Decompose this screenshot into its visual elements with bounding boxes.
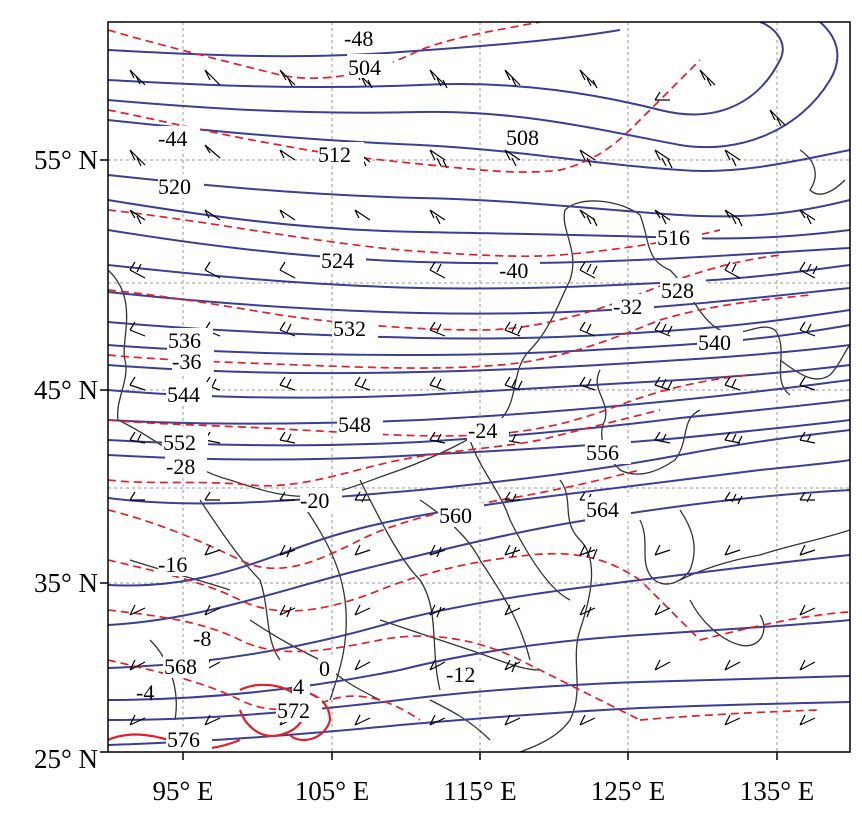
barb-row-6	[129, 376, 816, 391]
lat-label-45n: 45° N	[34, 375, 98, 405]
height-label-516: 516	[657, 225, 690, 250]
temp-label-minus32: -32	[613, 294, 642, 319]
lat-label-25n: 25° N	[34, 744, 98, 774]
temp-label-minus44: -44	[158, 126, 187, 151]
plot-frame	[107, 21, 851, 753]
temp-label-0: 0	[319, 656, 330, 681]
temp-label-minus8: -8	[193, 626, 211, 651]
height-label-560: 560	[439, 503, 472, 528]
height-label-532: 532	[333, 316, 366, 341]
height-labels: 504 508 512 516 520 524 528 532 536 540 …	[158, 54, 743, 752]
barb-row-1	[129, 69, 786, 127]
height-label-548: 548	[338, 412, 371, 437]
height-label-528: 528	[661, 278, 694, 303]
height-label-508: 508	[506, 125, 539, 150]
axis-ticks	[100, 159, 778, 760]
barb-row-5	[129, 321, 816, 337]
height-label-524: 524	[321, 248, 354, 273]
barb-row-4	[129, 261, 818, 279]
temp-label-minus20: -20	[300, 488, 329, 513]
height-label-512: 512	[318, 142, 351, 167]
temp-label-minus24: -24	[468, 418, 497, 443]
temp-label-minus40: -40	[499, 258, 528, 283]
wind-barbs	[129, 69, 818, 726]
barb-row-3	[129, 209, 816, 227]
temp-label-minus48: -48	[344, 26, 373, 51]
lat-label-35n: 35° N	[34, 568, 98, 598]
temp-label-minus12: -12	[446, 662, 475, 687]
temp-label-minus4: -4	[136, 680, 154, 705]
lon-label-125e: 125° E	[591, 776, 666, 806]
height-label-556: 556	[586, 440, 619, 465]
height-label-568: 568	[164, 654, 197, 679]
longitude-labels: 95° E 105° E 115° E 125° E 135° E	[152, 776, 814, 806]
height-label-564: 564	[586, 497, 619, 522]
barb-row-9	[204, 544, 816, 560]
latitude-labels: 55° N 45° N 35° N 25° N	[34, 145, 98, 774]
temp-label-4: 4	[293, 674, 304, 699]
geopotential-height-contours	[108, 22, 850, 746]
temp-label-minus28: -28	[166, 454, 195, 479]
lon-label-135e: 135° E	[740, 776, 815, 806]
height-label-504: 504	[348, 55, 381, 80]
temperature-labels: -48 -44 -40 -36 -32 -28 -24 -20 -16 -12 …	[136, 26, 654, 705]
height-label-520: 520	[158, 174, 191, 199]
barb-row-2	[129, 144, 741, 169]
lat-label-55n: 55° N	[34, 145, 98, 175]
lon-label-105e: 105° E	[295, 776, 370, 806]
temp-label-minus36: -36	[172, 349, 201, 374]
height-label-572: 572	[277, 698, 310, 723]
temp-label-minus16: -16	[158, 552, 187, 577]
barb-row-12	[129, 714, 816, 726]
height-label-552: 552	[163, 430, 196, 455]
height-label-576: 576	[167, 727, 200, 752]
barb-row-10	[129, 604, 816, 618]
lon-label-115e: 115° E	[443, 776, 517, 806]
height-label-536: 536	[168, 328, 201, 353]
height-label-544: 544	[167, 382, 200, 407]
height-label-540: 540	[698, 330, 731, 355]
lon-label-95e: 95° E	[152, 776, 213, 806]
